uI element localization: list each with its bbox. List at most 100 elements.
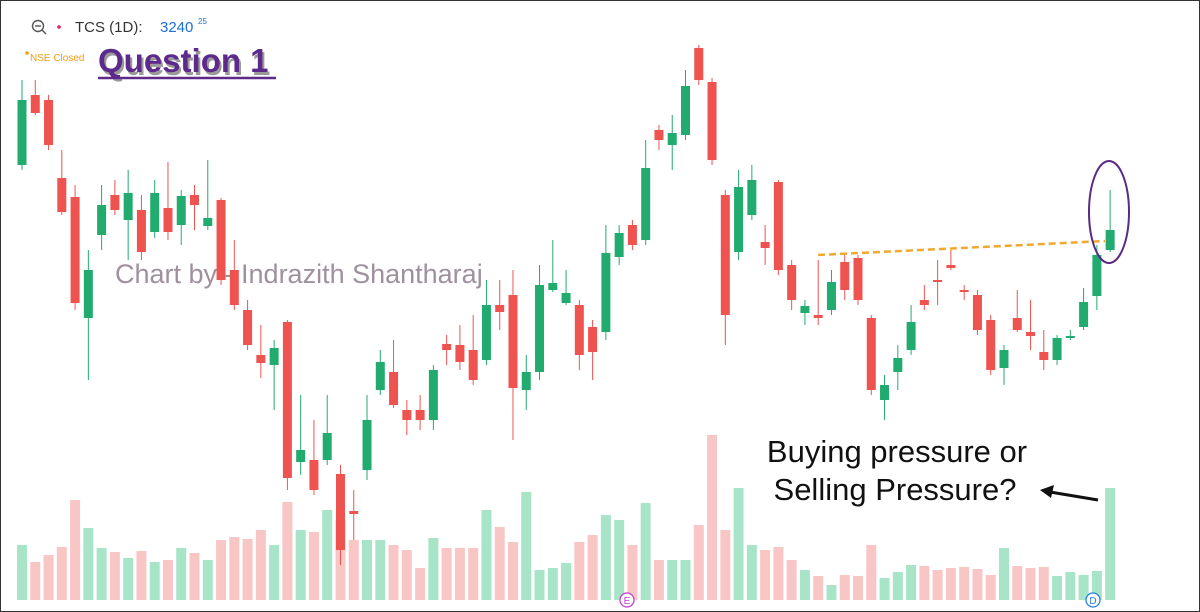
volume-bar [348,540,359,600]
candle-body [269,348,279,365]
event-marker[interactable] [1085,592,1101,608]
volume-bar [17,545,27,600]
volume-layer [17,435,1116,600]
candle-body [654,130,664,140]
volume-bar [906,565,917,600]
candle-body [110,195,120,210]
status-dot [25,51,29,55]
volume-bar [30,562,41,600]
candle-body [826,282,836,310]
zoom-icon-handle [41,29,47,35]
price: 3240 [160,19,193,36]
volume-bar [123,558,134,600]
candle-body [986,320,996,370]
volume-bar [799,570,810,600]
volume-bar [375,540,386,600]
candle-body [44,100,54,145]
candle-body [601,253,611,332]
candle-body [800,306,810,313]
volume-bar [1052,576,1063,600]
candle-body [614,233,624,257]
candle-body [734,187,744,252]
candle-body [402,410,412,420]
candle-body [548,283,558,290]
volume-bar [1065,572,1076,600]
volume-bar [680,560,691,600]
volume-bar [998,548,1009,600]
candle-body [840,262,850,290]
candle-body [574,305,584,355]
volume-bar [561,563,572,600]
volume-bar [892,572,903,600]
candle-body [468,350,478,380]
annotation-arrow [1049,490,1099,502]
volume-bar [70,500,81,600]
candle-body [481,305,491,360]
volume-bar [43,555,54,600]
volume-bar [534,570,545,600]
price-fraction: 25 [198,17,207,26]
volume-bar [919,566,930,600]
candle-body [83,270,93,318]
candle-body [667,133,677,145]
candle-body [163,208,173,232]
volume-bar [1105,488,1116,600]
candle-body [1079,302,1089,327]
volume-bar [441,548,452,600]
volume-bar [853,576,864,600]
zoom-icon[interactable] [31,19,45,33]
candle-body [747,180,757,215]
candle-body [627,225,637,245]
candle-body [389,372,399,405]
candle-body [588,327,598,352]
candle-body [760,242,770,248]
candle-body [190,195,200,205]
volume-bar [627,545,638,600]
volume-bar [667,560,678,600]
candle-layer [17,45,1115,565]
volume-bar [388,545,399,600]
candle-body [136,210,146,252]
candle-body [455,345,465,362]
volume-bar [415,568,426,600]
volume-bar [428,538,439,600]
event-marker[interactable] [619,592,635,608]
candle-body [256,355,266,363]
volume-bar [216,540,227,600]
candle-body [1026,332,1036,336]
volume-bar [614,520,625,600]
candle-body [1065,336,1075,338]
candle-body [17,100,27,165]
volume-bar [813,576,824,600]
candle-body [362,420,372,470]
candle-body [521,372,531,390]
volume-bar [959,567,970,600]
candle-body [681,86,690,135]
trendline [817,239,1106,257]
candle-body [1052,338,1062,360]
candle-body [946,265,956,268]
candle-body [70,197,80,303]
candle-body [97,205,107,235]
market-status: NSE Closed [30,53,84,64]
candle-body [375,362,385,390]
volume-bar [494,527,505,600]
candle-body [508,295,518,388]
volume-bar [839,575,850,600]
status-dot [57,25,61,29]
watermark: Chart by - Indrazith Shantharaj [115,259,483,289]
volume-bar [362,540,373,600]
volume-bar [269,545,280,600]
volume-bar [136,551,147,600]
annotation-line: Selling Pressure? [774,472,1017,507]
volume-bar [1078,575,1089,600]
candle-body [561,293,571,303]
candle-body [853,258,863,300]
event-marker-label: E [624,596,631,607]
volume-bar [826,585,837,600]
volume-bar [521,492,532,600]
candle-body [282,322,292,478]
volume-bar [481,510,492,600]
volume-bar [83,528,94,600]
